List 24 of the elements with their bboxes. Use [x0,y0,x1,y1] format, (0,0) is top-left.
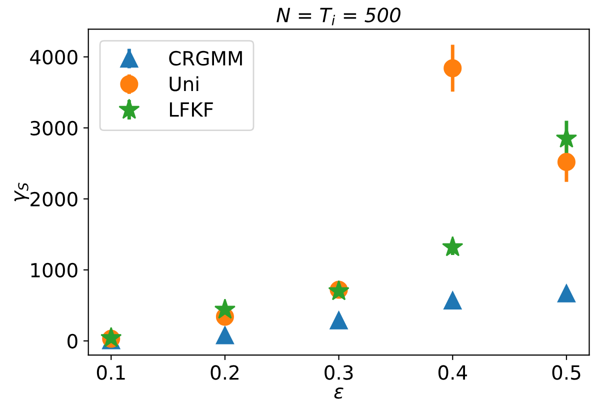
y-tick-label: 2000 [30,192,78,207]
legend-label: CRGMM [169,50,242,66]
point [214,298,236,319]
y-tick-label: 3000 [30,120,78,136]
point [557,152,576,171]
point [444,59,462,78]
point [557,284,576,302]
x-tick-label: 0.1 [96,365,125,380]
y-axis-title: γ$_{S}$ [14,182,30,202]
point [216,326,234,344]
x-tick-label: 0.4 [438,365,468,380]
point [444,291,462,310]
legend-label: LFKF [170,102,213,117]
legend-label: Uni [170,76,198,92]
x-tick-label: 0.5 [552,365,580,380]
y-tick-label: 4000 [30,50,78,65]
x-axis-title: ε [334,388,344,399]
x-tick-label: 0.2 [210,365,238,380]
chart-title: N = T$_{i}$ = 500 [276,8,400,26]
point [442,236,464,256]
point [330,311,348,330]
y-tick-label: 1000 [31,262,78,278]
x-tick-label: 0.3 [324,365,353,380]
y-tick-label: 0 [68,334,78,349]
